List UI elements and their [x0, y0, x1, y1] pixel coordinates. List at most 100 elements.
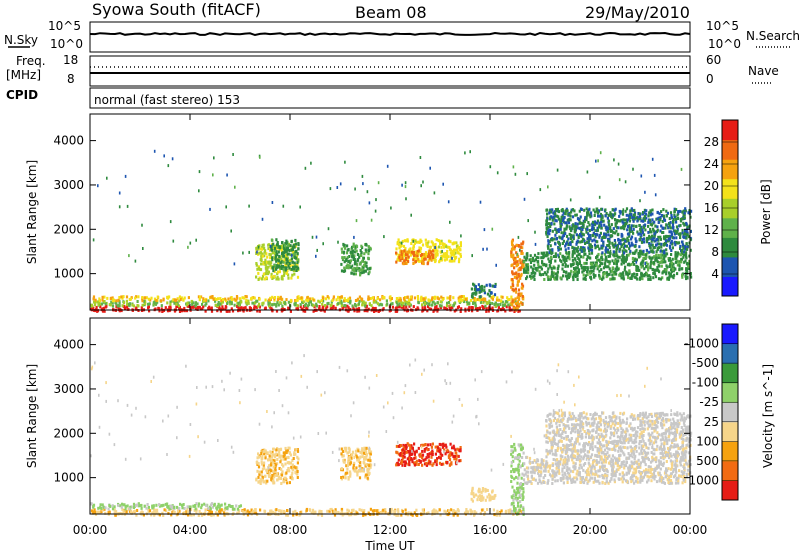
- noise-cell: [599, 196, 601, 199]
- data-cell: [430, 251, 432, 254]
- colorbar-tick-label: 20: [704, 179, 719, 193]
- data-cell: [296, 261, 298, 264]
- data-cell: [511, 303, 513, 306]
- data-cell: [660, 250, 662, 253]
- data-cell: [350, 272, 352, 275]
- data-cell: [195, 507, 197, 510]
- data-cell: [639, 228, 641, 231]
- data-cell: [661, 231, 663, 234]
- data-cell: [94, 303, 96, 306]
- data-cell: [471, 295, 473, 298]
- data-cell: [108, 504, 110, 507]
- noise-cell: [615, 241, 617, 244]
- data-cell: [445, 452, 447, 455]
- data-cell: [455, 458, 457, 461]
- data-cell: [440, 246, 442, 249]
- data-cell: [288, 461, 290, 464]
- data-cell: [300, 303, 302, 306]
- data-cell: [420, 296, 422, 299]
- data-cell: [275, 469, 277, 472]
- data-cell: [568, 218, 570, 221]
- data-cell: [598, 248, 600, 251]
- data-cell: [101, 299, 103, 302]
- data-cell: [255, 300, 257, 303]
- data-cell: [686, 262, 688, 265]
- data-cell: [282, 480, 284, 483]
- data-cell: [529, 275, 531, 278]
- data-cell: [510, 255, 512, 258]
- data-cell: [102, 503, 104, 506]
- freq-panel: Freq. [MHz] 18 8 60 0 Nave: [6, 53, 779, 86]
- data-cell: [558, 210, 560, 213]
- data-cell: [468, 302, 470, 305]
- data-cell: [670, 221, 672, 224]
- data-cell: [344, 247, 346, 250]
- data-cell: [592, 234, 594, 237]
- data-cell: [518, 245, 520, 248]
- data-cell: [631, 244, 633, 247]
- data-cell: [579, 241, 581, 244]
- data-cell: [124, 307, 126, 310]
- data-cell: [137, 295, 139, 298]
- data-cell: [155, 504, 157, 507]
- data-cell: [621, 233, 623, 236]
- data-cell: [645, 209, 647, 212]
- data-cell: [341, 295, 343, 298]
- data-cell: [258, 252, 260, 255]
- data-cell: [623, 259, 625, 262]
- data-cell: [547, 239, 549, 242]
- data-cell: [461, 299, 463, 302]
- data-cell: [179, 295, 181, 298]
- noise-cell: [577, 250, 579, 253]
- data-cell: [593, 209, 595, 212]
- cpid-label: CPID: [6, 88, 38, 102]
- data-cell: [175, 299, 177, 302]
- data-cell: [305, 299, 307, 302]
- data-cell: [590, 276, 592, 279]
- data-cell: [666, 266, 668, 269]
- data-cell: [595, 263, 597, 266]
- data-cell: [648, 244, 650, 247]
- data-cell: [502, 304, 504, 307]
- noise-cell: [291, 254, 293, 257]
- noise-cell: [681, 168, 683, 171]
- data-cell: [404, 303, 406, 306]
- data-cell: [345, 472, 347, 475]
- data-cell: [257, 272, 259, 275]
- data-cell: [309, 297, 311, 300]
- noise-cell: [482, 248, 484, 251]
- noise-cell: [270, 245, 272, 248]
- data-cell: [287, 467, 289, 470]
- data-cell: [483, 289, 485, 292]
- data-cell: [119, 301, 121, 304]
- data-cell: [295, 466, 297, 469]
- noise-cell: [337, 186, 339, 189]
- data-cell: [556, 275, 558, 278]
- data-cell: [642, 257, 644, 260]
- data-cell: [686, 226, 688, 229]
- data-cell: [672, 225, 674, 228]
- data-cell: [279, 270, 281, 273]
- data-cell: [434, 306, 436, 309]
- data-cell: [638, 256, 640, 259]
- data-cell: [376, 509, 378, 512]
- data-cell: [579, 262, 581, 265]
- data-cell: [386, 303, 388, 306]
- data-cell: [278, 476, 280, 479]
- data-cell: [445, 510, 447, 513]
- data-cell: [271, 455, 273, 458]
- data-cell: [492, 307, 494, 310]
- data-cell: [672, 268, 674, 271]
- data-cell: [586, 207, 588, 210]
- data-cell: [229, 300, 231, 303]
- data-cell: [474, 288, 476, 291]
- data-cell: [348, 451, 350, 454]
- data-cell: [589, 215, 591, 218]
- data-cell: [465, 298, 467, 301]
- data-cell: [259, 471, 261, 474]
- data-cell: [360, 249, 362, 252]
- data-cell: [349, 264, 351, 267]
- colorbar-swatch: [722, 140, 738, 160]
- data-cell: [647, 214, 649, 217]
- data-cell: [117, 504, 119, 507]
